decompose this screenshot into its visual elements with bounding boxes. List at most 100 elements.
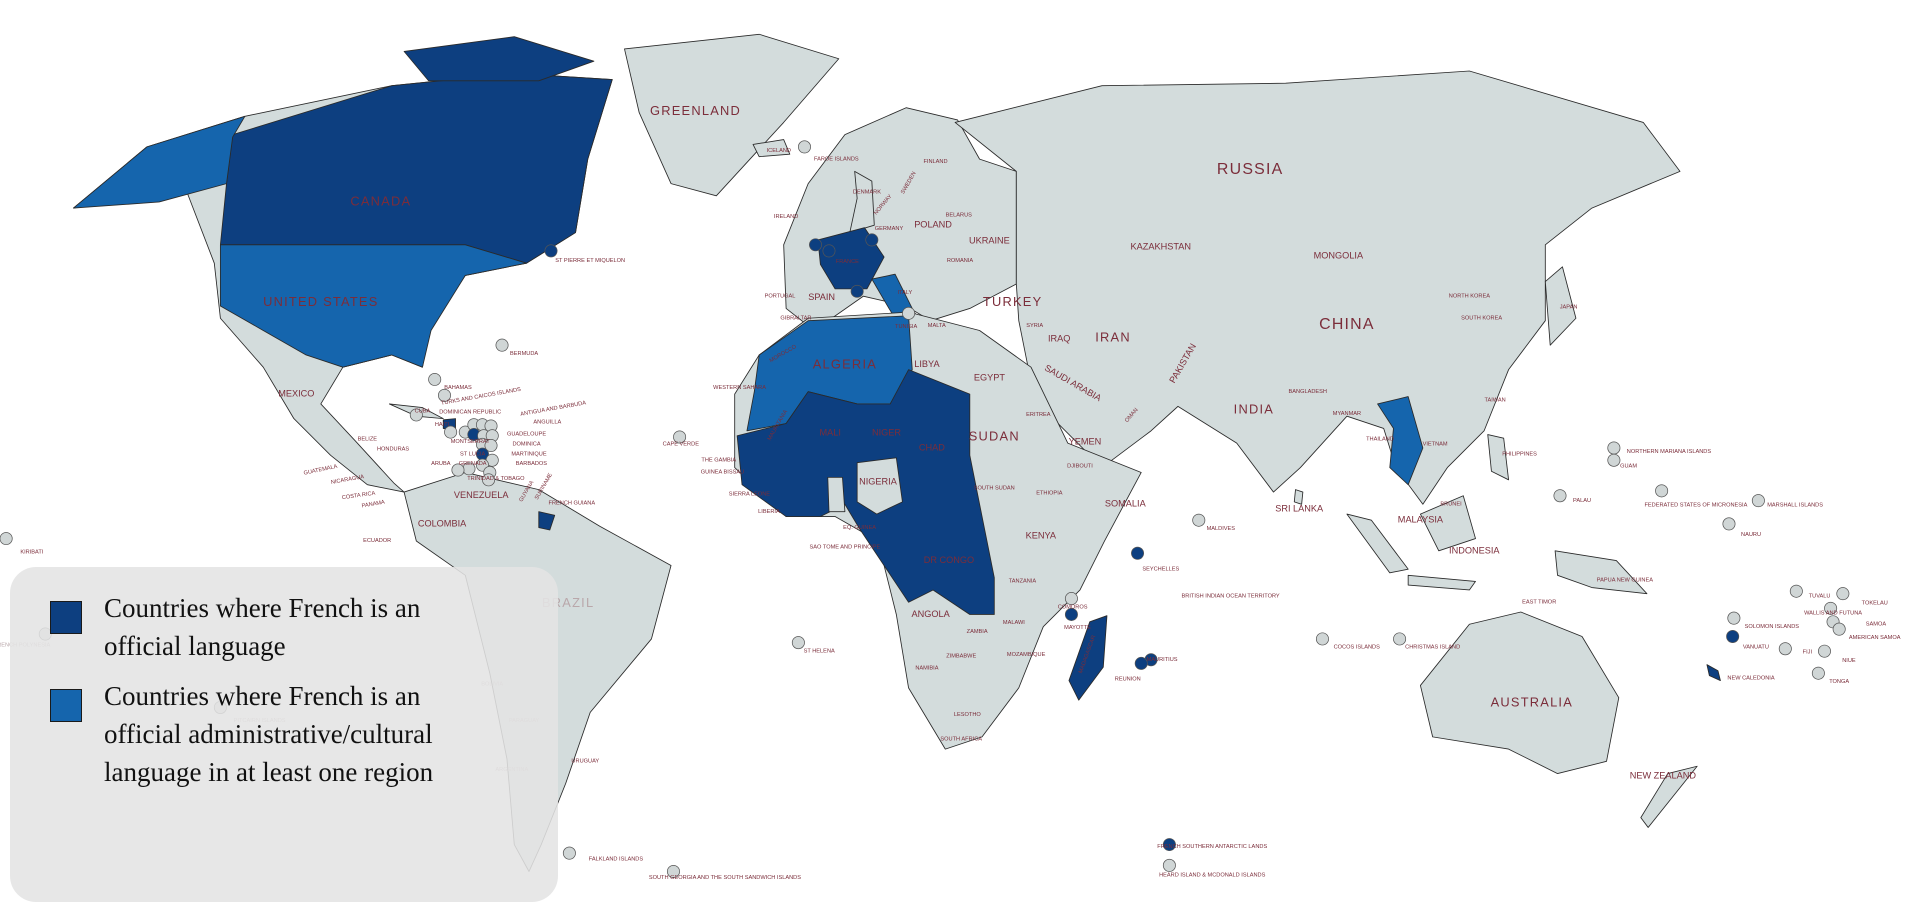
french-territory-marker (1134, 656, 1148, 670)
country-label: THAILAND (1366, 437, 1394, 443)
country-label: DJIBOUTI (1067, 464, 1093, 470)
country-label: GIBRALTAR (780, 315, 811, 321)
legend-label-regional: Countries where French is an official ad… (104, 681, 434, 787)
territory-marker (791, 636, 805, 650)
country-label: PANAMA (361, 500, 385, 510)
country-label: BARBADOS (516, 461, 548, 467)
territory-marker (1722, 517, 1736, 531)
country-label: DENMARK (853, 189, 881, 195)
country-label: GREENLAND (650, 103, 741, 118)
country-label: HAITI (435, 422, 450, 428)
country-label: BRITISH INDIAN OCEAN TERRITORY (1182, 593, 1280, 599)
new-caledonia (1706, 664, 1721, 681)
country-label: BERMUDA (510, 351, 538, 357)
country-label: MYANMAR (1333, 411, 1361, 417)
country-label: REUNION (1115, 677, 1141, 683)
territory-marker (1751, 494, 1765, 508)
country-label: TONGA (1829, 679, 1849, 685)
country-label: NORTH KOREA (1449, 293, 1490, 299)
territory-marker (484, 439, 498, 453)
country-label: VANUATU (1743, 645, 1769, 651)
country-label: MARTINIQUE (511, 451, 546, 457)
territory-marker (428, 372, 442, 386)
country-label: MALAYSIA (1398, 515, 1444, 525)
country-label: ROMANIA (947, 258, 974, 264)
country-label: ST HELENA (804, 648, 835, 654)
country-label: COMOROS (1058, 604, 1088, 610)
country-label: SOUTH AFRICA (940, 737, 982, 743)
country-label: MONGOLIA (1314, 250, 1364, 260)
nigeria (856, 457, 903, 515)
country-label: KAZAKHSTAN (1131, 242, 1191, 252)
country-label: SAO TOME AND PRINCIPE (810, 544, 881, 550)
country-label: MAYOTTE (1064, 625, 1091, 631)
country-label: ANGUILLA (533, 420, 561, 426)
territory-marker (451, 463, 465, 477)
legend-label-official: Countries where French is an official la… (104, 593, 421, 661)
territory-marker (1553, 489, 1567, 503)
legend-swatch-regional (50, 689, 82, 722)
country-label: ST PIERRE ET MIQUELON (555, 258, 625, 264)
indonesia-java (1407, 574, 1476, 591)
country-label: NAURU (1741, 532, 1761, 538)
country-label: LESOTHO (954, 712, 982, 718)
country-label: CANADA (350, 194, 411, 209)
country-label: NIUE (1842, 658, 1856, 664)
country-label: NEW ZEALAND (1630, 770, 1697, 780)
country-label: VENEZUELA (454, 490, 509, 500)
country-label: MARSHALL ISLANDS (1767, 503, 1823, 509)
country-label: FALKLAND ISLANDS (589, 856, 644, 862)
country-label: ST LUCIA (460, 451, 485, 457)
sri-lanka (1293, 489, 1304, 505)
country-label: BELARUS (946, 213, 973, 219)
country-label: CHRISTMAS ISLAND (1405, 645, 1460, 651)
country-label: IRELAND (774, 214, 798, 220)
country-label: KIRIBATI (20, 549, 43, 555)
country-label: MALI (819, 428, 840, 438)
territory-marker (1393, 632, 1407, 646)
country-label: FRANCE (836, 259, 859, 265)
country-label: SPAIN (808, 292, 835, 302)
country-label: YEMEN (1069, 436, 1102, 446)
country-label: PALAU (1573, 498, 1591, 504)
country-label: GUADELOUPE (507, 432, 546, 438)
french-territory-marker (1726, 630, 1740, 643)
territory-marker (1655, 484, 1669, 498)
country-label: URUGUAY (571, 759, 599, 765)
country-label: TUNISIA (895, 324, 917, 330)
french-territory-marker (809, 238, 822, 252)
territory-marker (1778, 642, 1792, 656)
country-label: ICELAND (767, 148, 791, 154)
country-label: ANGOLA (911, 609, 950, 619)
japan (1544, 266, 1577, 346)
country-label: DOMINICA (512, 442, 540, 448)
country-label: MAURITIUS (1147, 657, 1178, 663)
territory-markers (0, 140, 1850, 878)
country-label: COCOS ISLANDS (1334, 645, 1381, 651)
madagascar (1068, 615, 1108, 701)
legend-item-official: Countries where French is an official la… (50, 589, 454, 665)
country-label: CHAD (919, 442, 945, 452)
country-label: WALLIS AND FUTUNA (1804, 610, 1862, 616)
country-label: CAPE VERDE (663, 442, 700, 448)
territory-marker (1607, 453, 1621, 467)
country-label: ANTIGUA AND BARBUDA (520, 400, 587, 418)
country-label: RUSSIA (1217, 161, 1284, 178)
country-label: SOMALIA (1105, 499, 1147, 509)
country-label: POLAND (914, 220, 952, 230)
country-label: SIERRA LEONE (729, 492, 771, 498)
indonesia-borneo (1419, 495, 1476, 552)
country-label: FAROE ISLANDS (814, 156, 859, 162)
country-label: FRENCH SOUTHERN ANTARCTIC LANDS (1157, 844, 1267, 850)
country-label: TAIWAN (1484, 397, 1505, 403)
united-states (219, 244, 527, 368)
country-label: PHILIPPINES (1502, 451, 1537, 457)
territory-marker (1727, 611, 1741, 625)
country-label: FINLAND (923, 159, 947, 165)
territory-marker (673, 430, 687, 444)
territory-marker (1315, 632, 1329, 646)
iceland (752, 139, 791, 158)
country-label: NICARAGUA (331, 474, 365, 486)
french-guiana (538, 511, 556, 531)
papua-new-guinea (1554, 550, 1648, 595)
